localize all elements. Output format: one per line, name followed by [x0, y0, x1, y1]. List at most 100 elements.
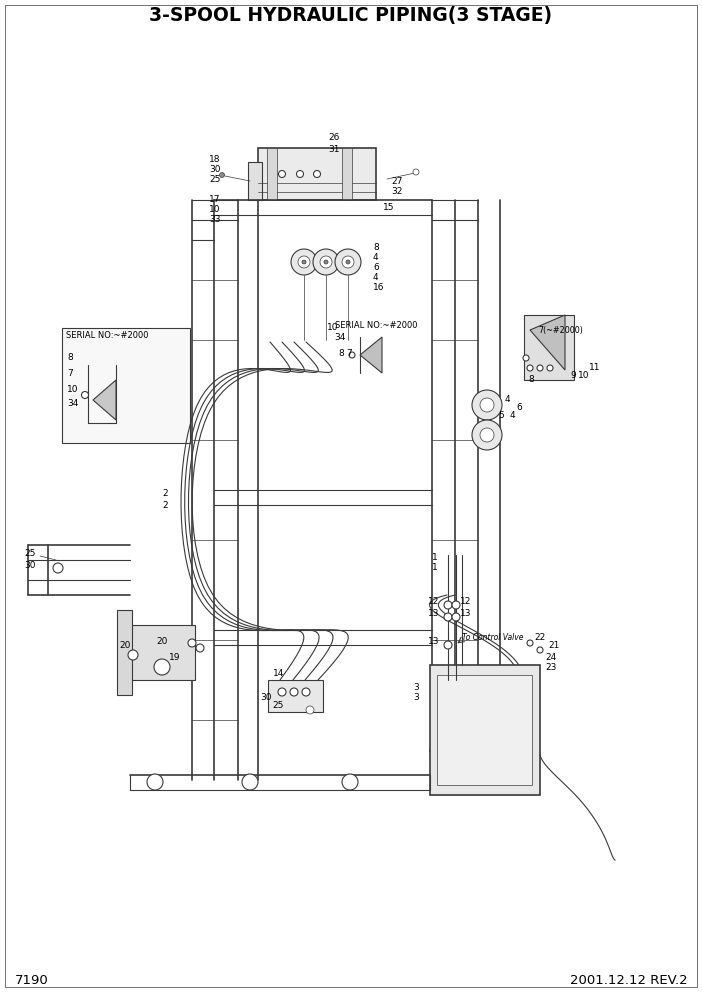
Text: 14: 14	[273, 670, 284, 679]
Circle shape	[537, 365, 543, 371]
Circle shape	[324, 260, 328, 264]
Text: 25: 25	[24, 549, 35, 558]
Text: 6: 6	[373, 264, 379, 273]
Circle shape	[128, 650, 138, 660]
Circle shape	[444, 641, 452, 649]
Text: 16: 16	[373, 284, 385, 293]
Bar	[342, 148, 352, 200]
Text: 12: 12	[428, 597, 439, 606]
Text: 18: 18	[209, 156, 220, 165]
Circle shape	[480, 428, 494, 442]
Text: 2001.12.12 REV.2: 2001.12.12 REV.2	[570, 973, 688, 986]
Bar	[117, 610, 132, 695]
Circle shape	[296, 171, 303, 178]
Text: 2: 2	[162, 489, 168, 499]
Circle shape	[472, 390, 502, 420]
Text: To Control Valve: To Control Valve	[462, 634, 524, 643]
Text: 11: 11	[589, 363, 600, 373]
Text: 7: 7	[67, 368, 73, 378]
Circle shape	[188, 639, 196, 647]
Text: 34: 34	[334, 333, 345, 342]
Text: 30: 30	[260, 693, 272, 702]
Text: 13: 13	[428, 609, 439, 618]
Circle shape	[154, 659, 170, 675]
Text: 33: 33	[209, 215, 220, 224]
Text: 7190: 7190	[15, 973, 48, 986]
Text: 3-SPOOL HYDRAULIC PIPING(3 STAGE): 3-SPOOL HYDRAULIC PIPING(3 STAGE)	[150, 7, 552, 26]
Text: 7(~#2000): 7(~#2000)	[538, 325, 583, 334]
Circle shape	[291, 249, 317, 275]
Bar	[437, 675, 532, 785]
Bar	[430, 665, 540, 795]
Circle shape	[290, 688, 298, 696]
Circle shape	[314, 171, 321, 178]
Circle shape	[147, 774, 163, 790]
Circle shape	[472, 420, 502, 450]
Circle shape	[242, 774, 258, 790]
Circle shape	[306, 706, 314, 714]
Text: 4: 4	[373, 254, 378, 263]
Text: 13: 13	[460, 609, 472, 618]
Circle shape	[527, 640, 533, 646]
Circle shape	[81, 392, 88, 399]
Text: 15: 15	[383, 202, 395, 211]
Text: 34: 34	[67, 399, 79, 408]
Circle shape	[452, 601, 460, 609]
Text: 25: 25	[209, 176, 220, 185]
Text: 10: 10	[209, 205, 220, 214]
Circle shape	[320, 256, 332, 268]
Polygon shape	[360, 337, 382, 373]
Circle shape	[220, 173, 225, 178]
Text: 8: 8	[67, 353, 73, 362]
Text: 7: 7	[346, 349, 352, 358]
Bar	[524, 315, 574, 380]
Circle shape	[53, 563, 63, 573]
Circle shape	[342, 774, 358, 790]
Text: 5: 5	[498, 411, 504, 420]
Text: 20: 20	[119, 641, 131, 650]
Text: 6: 6	[516, 403, 522, 412]
Text: 3: 3	[413, 692, 419, 701]
Text: 10: 10	[578, 370, 590, 380]
Text: SERIAL NO:~#2000: SERIAL NO:~#2000	[66, 331, 149, 340]
Text: 3: 3	[413, 682, 419, 691]
Bar	[130, 625, 195, 680]
Circle shape	[278, 688, 286, 696]
Text: 20: 20	[156, 637, 167, 646]
Text: 30: 30	[24, 560, 36, 569]
Circle shape	[302, 260, 306, 264]
Circle shape	[342, 256, 354, 268]
Circle shape	[302, 688, 310, 696]
Text: 4: 4	[373, 274, 378, 283]
Text: 8: 8	[338, 349, 344, 358]
Circle shape	[279, 171, 286, 178]
Circle shape	[547, 365, 553, 371]
Bar	[267, 148, 277, 200]
Bar	[268, 680, 323, 712]
Text: 4: 4	[510, 411, 516, 420]
Circle shape	[444, 601, 452, 609]
Polygon shape	[530, 315, 565, 370]
Text: 2: 2	[162, 502, 168, 511]
Text: 17: 17	[209, 194, 220, 203]
Bar	[62, 328, 190, 443]
Text: 32: 32	[391, 186, 402, 195]
Circle shape	[335, 249, 361, 275]
Text: 27: 27	[391, 177, 402, 186]
Text: 31: 31	[328, 145, 340, 154]
Text: 25: 25	[272, 701, 284, 710]
Text: 26: 26	[328, 134, 339, 143]
Text: 13: 13	[428, 638, 439, 647]
Circle shape	[196, 644, 204, 652]
Text: 24: 24	[545, 653, 556, 662]
Circle shape	[537, 647, 543, 653]
Bar	[248, 162, 262, 200]
Text: 30: 30	[209, 166, 220, 175]
Text: 10: 10	[327, 323, 338, 332]
Text: 1: 1	[432, 563, 438, 572]
Circle shape	[480, 398, 494, 412]
Text: SERIAL NO:~#2000: SERIAL NO:~#2000	[335, 320, 418, 329]
Text: 22: 22	[534, 633, 545, 642]
Text: 9: 9	[570, 370, 576, 380]
Circle shape	[413, 169, 419, 175]
